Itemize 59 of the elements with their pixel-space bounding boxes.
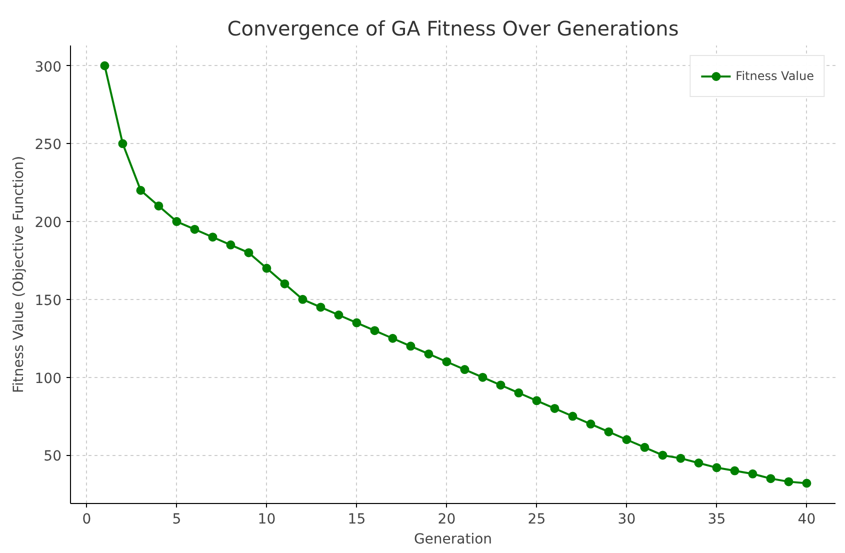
- point: [190, 224, 200, 234]
- x-tick-label: 35: [708, 512, 726, 528]
- point: [496, 380, 506, 390]
- point: [478, 372, 488, 382]
- y-tick-label: 150: [34, 292, 62, 309]
- point: [568, 412, 578, 421]
- x-tick-label: 20: [438, 512, 456, 528]
- point: [460, 365, 470, 374]
- point: [676, 454, 686, 463]
- x-tick-label: 10: [258, 512, 276, 528]
- point: [442, 357, 452, 366]
- point: [424, 349, 434, 358]
- point: [370, 326, 380, 336]
- point: [154, 201, 164, 210]
- y-tick-label: 50: [44, 448, 62, 465]
- chart-title: Convergence of GA Fitness Over Generations: [227, 16, 679, 40]
- x-axis-title: Generation: [414, 532, 492, 548]
- point: [766, 474, 776, 484]
- y-tick-label: 200: [34, 215, 62, 232]
- point: [388, 334, 398, 343]
- x-tick-label: 0: [82, 512, 92, 528]
- x-tick-label: 30: [618, 512, 636, 528]
- point: [118, 139, 128, 148]
- point: [604, 427, 614, 436]
- point: [100, 61, 110, 70]
- point: [406, 342, 416, 351]
- y-axis-title: Fitness Value (Objective Function): [10, 156, 27, 394]
- point: [334, 310, 344, 320]
- point: [514, 388, 524, 398]
- y-tick-label: 250: [34, 137, 62, 154]
- point: [136, 186, 146, 195]
- point: [550, 404, 560, 413]
- point: [730, 466, 740, 476]
- point: [226, 240, 236, 250]
- point: [748, 469, 758, 478]
- point: [352, 318, 362, 328]
- point: [784, 477, 794, 486]
- x-tick-label: 15: [348, 512, 366, 528]
- point: [586, 420, 596, 429]
- x-tick-label: 40: [798, 512, 816, 528]
- point: [262, 264, 272, 273]
- point: [316, 302, 326, 312]
- point: [298, 294, 308, 304]
- point: [640, 442, 650, 452]
- x-tick-label: 5: [172, 512, 182, 528]
- point: [244, 248, 254, 258]
- point: [802, 478, 812, 488]
- point: [712, 463, 722, 472]
- point: [172, 217, 182, 226]
- point: [622, 435, 632, 444]
- point: [208, 232, 218, 242]
- point: [532, 396, 542, 406]
- point: [694, 458, 704, 468]
- legend-label: Fitness Value: [736, 69, 814, 83]
- x-tick-label: 25: [528, 512, 546, 528]
- point: [280, 279, 290, 288]
- y-tick-label: 100: [34, 370, 62, 387]
- y-tick-label: 300: [34, 59, 62, 76]
- point: [658, 450, 668, 460]
